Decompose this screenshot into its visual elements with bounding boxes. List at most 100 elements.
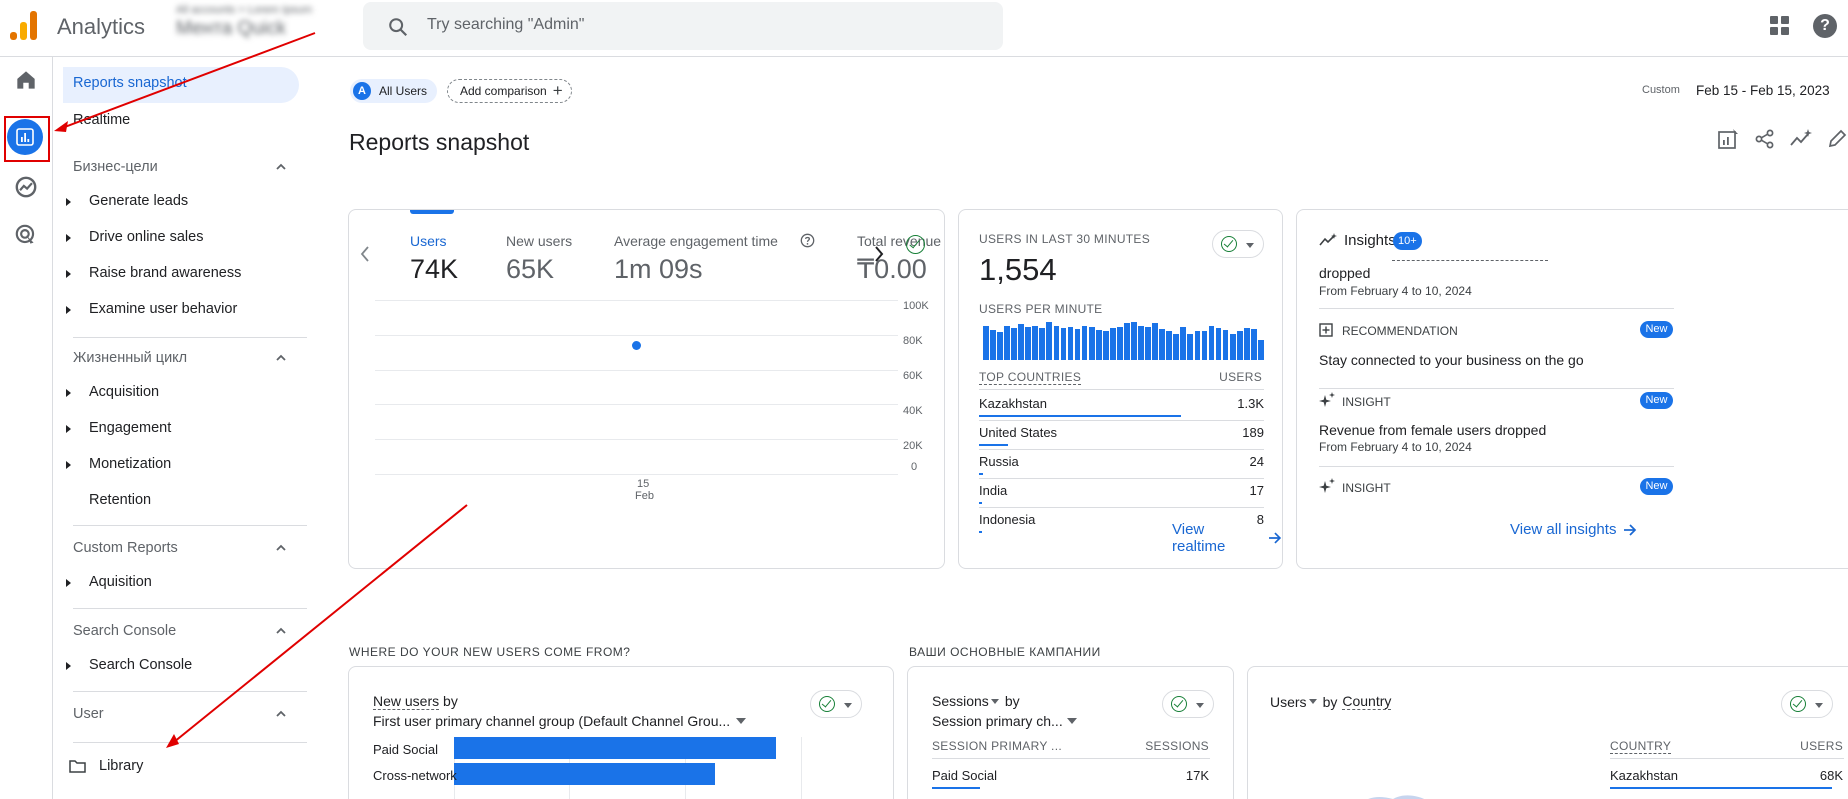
metric-selector[interactable]: Sessions <box>932 693 989 709</box>
analytics-logo-icon[interactable] <box>10 10 40 40</box>
per-minute-bar[interactable] <box>1243 327 1250 360</box>
country-row[interactable]: Indonesia 8 <box>979 512 1264 541</box>
nav-realtime[interactable]: Realtime <box>73 112 131 128</box>
nav-section-lifecycle[interactable]: Жизненный цикл <box>73 350 188 366</box>
per-minute-bar[interactable] <box>1004 325 1010 360</box>
dimension-selector[interactable]: First user primary channel group (Defaul… <box>373 713 747 729</box>
nav-section-business-goals[interactable]: Бизнес-цели <box>73 159 158 175</box>
apps-grid-icon[interactable] <box>1770 16 1790 36</box>
chevron-up-icon[interactable] <box>275 542 287 554</box>
nav-engagement[interactable]: Engagement <box>89 420 172 436</box>
per-minute-bar[interactable] <box>1250 328 1257 360</box>
nav-acquisition[interactable]: Acquisition <box>89 384 160 400</box>
per-minute-bar[interactable] <box>1152 323 1158 360</box>
per-minute-bar[interactable] <box>1222 330 1229 360</box>
insight-text[interactable]: Revenue from female users dropped <box>1319 422 1547 438</box>
per-minute-bar[interactable] <box>1011 327 1017 360</box>
chevron-up-icon[interactable] <box>275 161 287 173</box>
nav-raise-brand-awareness[interactable]: Raise brand awareness <box>89 265 242 281</box>
country-row[interactable]: Russia 24 <box>979 454 1264 483</box>
data-quality-dropdown[interactable] <box>810 690 862 718</box>
world-map[interactable] <box>1348 787 1458 799</box>
chevron-up-icon[interactable] <box>275 708 287 720</box>
chevron-left-icon[interactable] <box>359 244 371 264</box>
metric-tab-users[interactable]: Users <box>410 233 447 249</box>
nav-search-console[interactable]: Search Console <box>89 657 193 673</box>
per-minute-bar[interactable] <box>1046 322 1053 360</box>
chevron-up-icon[interactable] <box>275 625 287 637</box>
help-icon[interactable]: ? <box>1813 14 1837 38</box>
edit-icon[interactable] <box>1826 128 1848 150</box>
per-minute-bar[interactable] <box>1039 327 1046 360</box>
nav-section-user[interactable]: User <box>73 706 104 722</box>
recommendation-text[interactable]: Stay connected to your business on the g… <box>1319 352 1584 368</box>
chevron-right-icon[interactable] <box>873 244 885 264</box>
search-bar[interactable]: Try searching "Admin" <box>363 2 1003 50</box>
help-circle-icon[interactable] <box>800 233 815 248</box>
data-quality-check-icon[interactable] <box>903 232 929 258</box>
home-icon[interactable] <box>13 67 39 93</box>
per-minute-bar[interactable] <box>1074 328 1081 360</box>
per-minute-bar[interactable] <box>997 332 1003 360</box>
per-minute-bar[interactable] <box>1215 327 1222 360</box>
nav-drive-online-sales[interactable]: Drive online sales <box>89 229 204 245</box>
advertising-icon[interactable] <box>13 222 39 248</box>
per-minute-bar[interactable] <box>1194 331 1201 360</box>
per-minute-bar[interactable] <box>1201 331 1208 360</box>
per-minute-bar[interactable] <box>1060 327 1067 360</box>
country-row[interactable]: United States 189 <box>979 425 1264 454</box>
nav-section-custom-reports[interactable]: Custom Reports <box>73 540 178 556</box>
per-minute-bar[interactable] <box>1187 333 1194 360</box>
table-row-name[interactable]: Paid Social <box>932 768 998 783</box>
per-minute-bar[interactable] <box>1173 333 1180 360</box>
per-minute-bar[interactable] <box>1109 327 1116 360</box>
country-row[interactable]: Kazakhstan 1.3K <box>979 396 1264 425</box>
per-minute-bar[interactable] <box>1081 325 1088 360</box>
account-selector[interactable]: All accounts > Lorem Ipsum Мента Quick <box>176 4 356 48</box>
share-icon[interactable] <box>1754 128 1776 150</box>
per-minute-bar[interactable] <box>1257 340 1264 360</box>
per-minute-bar[interactable] <box>1131 322 1137 360</box>
metric-selector[interactable]: Users <box>1270 693 1307 710</box>
channel-bar[interactable] <box>454 763 715 785</box>
dimension-selector[interactable]: Country <box>1342 693 1392 710</box>
metric-tab-new-users[interactable]: New users <box>506 233 573 249</box>
per-minute-bar[interactable] <box>983 325 989 360</box>
per-minute-bar[interactable] <box>1208 325 1215 360</box>
view-all-insights-link[interactable]: View all insights <box>1510 521 1637 538</box>
add-comparison-button[interactable]: Add comparison + <box>447 79 572 103</box>
table-row-name[interactable]: Kazakhstan <box>1610 768 1678 783</box>
realtime-quality-dropdown[interactable] <box>1212 230 1264 258</box>
per-minute-bar[interactable] <box>1138 325 1144 360</box>
chart-point[interactable] <box>631 340 641 350</box>
metric-tab-engagement-time[interactable]: Average engagement time <box>614 233 778 249</box>
nav-aquisition[interactable]: Aquisition <box>89 574 152 590</box>
per-minute-bar[interactable] <box>990 330 996 360</box>
nav-library[interactable]: Library <box>99 758 144 774</box>
channel-bar[interactable] <box>454 737 776 759</box>
nav-generate-leads[interactable]: Generate leads <box>89 193 189 209</box>
per-minute-bar[interactable] <box>1095 330 1102 360</box>
per-minute-bar[interactable] <box>1180 326 1187 360</box>
view-realtime-link[interactable]: View realtime <box>1172 521 1282 555</box>
per-minute-bar[interactable] <box>1067 326 1074 360</box>
per-minute-bar[interactable] <box>1088 326 1095 360</box>
chevron-up-icon[interactable] <box>275 352 287 364</box>
nav-section-search-console[interactable]: Search Console <box>73 623 177 639</box>
per-minute-bar[interactable] <box>1102 331 1109 360</box>
country-row[interactable]: India 17 <box>979 483 1264 512</box>
insight-item-text[interactable]: dropped <box>1319 265 1371 281</box>
nav-reports-snapshot[interactable]: Reports snapshot <box>63 67 299 103</box>
insights-sparkle-icon[interactable] <box>1790 128 1812 150</box>
data-quality-dropdown[interactable] <box>1781 690 1833 718</box>
per-minute-bar[interactable] <box>1145 326 1151 360</box>
date-range-picker[interactable]: Feb 15 - Feb 15, 2023 <box>1696 83 1830 98</box>
nav-monetization[interactable]: Monetization <box>89 456 172 472</box>
dimension-selector[interactable]: Session primary ch... <box>932 713 1077 729</box>
per-minute-bar[interactable] <box>1025 326 1032 360</box>
per-minute-bar[interactable] <box>1124 323 1130 360</box>
per-minute-bar[interactable] <box>1053 325 1060 360</box>
reports-nav-button[interactable] <box>7 119 43 155</box>
per-minute-bar[interactable] <box>1166 331 1173 360</box>
segment-chip[interactable]: A All Users <box>350 79 438 103</box>
